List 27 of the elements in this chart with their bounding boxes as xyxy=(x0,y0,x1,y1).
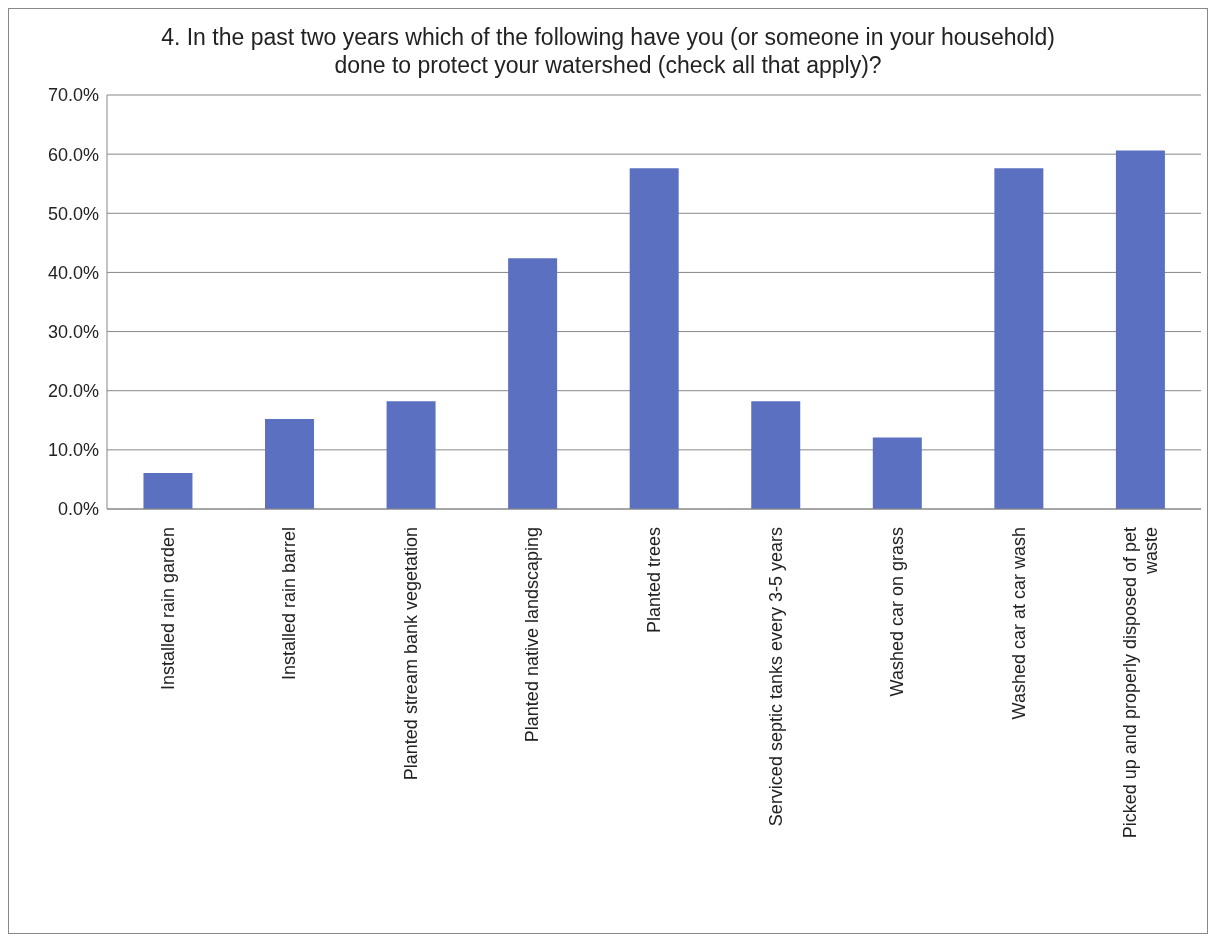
bar xyxy=(265,419,315,509)
y-tick-label: 0.0% xyxy=(57,499,99,520)
y-tick-label: 30.0% xyxy=(47,321,99,342)
chart-title: 4. In the past two years which of the following have you (or someone in your household) done to protect your watershed (check all that apply)? xyxy=(160,23,1056,79)
x-tick-label: Installed rain barrel xyxy=(279,527,300,681)
x-tick-label: Planted stream bank vegetation xyxy=(400,527,421,781)
x-tick-label: Washed car at car wash xyxy=(1008,527,1029,720)
x-tick-label: Serviced septic tanks every 3-5 years xyxy=(765,527,786,827)
x-tick-label: Picked up and properly disposed of pet waste xyxy=(1119,527,1161,839)
bar xyxy=(994,168,1044,509)
x-tick-label: Planted native landscaping xyxy=(522,527,543,743)
y-tick-label: 20.0% xyxy=(47,381,99,402)
y-tick-label: 40.0% xyxy=(47,262,99,283)
y-tick-label: 10.0% xyxy=(47,440,99,461)
bar xyxy=(143,472,193,509)
y-tick-label: 70.0% xyxy=(47,85,99,106)
x-tick-label: Planted trees xyxy=(644,527,664,634)
bar xyxy=(872,437,922,509)
bar xyxy=(629,168,679,509)
bar xyxy=(1115,150,1165,509)
bar xyxy=(386,401,436,509)
bar xyxy=(751,401,801,509)
bar xyxy=(508,258,558,509)
x-tick-label: Washed car on grass xyxy=(887,527,908,697)
y-tick-label: 60.0% xyxy=(47,144,99,165)
y-tick-label: 50.0% xyxy=(47,203,99,224)
x-tick-label: Installed rain garden xyxy=(157,527,178,691)
